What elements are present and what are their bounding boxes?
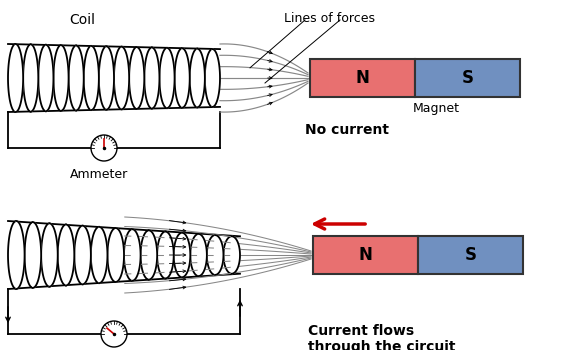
Polygon shape: [148, 230, 157, 280]
Polygon shape: [231, 236, 240, 274]
Text: Magnet: Magnet: [412, 102, 459, 115]
Polygon shape: [60, 45, 68, 111]
Polygon shape: [197, 234, 207, 276]
Bar: [313, 236, 418, 274]
Text: Lines of forces: Lines of forces: [284, 12, 375, 25]
Polygon shape: [32, 222, 41, 288]
Circle shape: [91, 135, 117, 161]
Polygon shape: [98, 227, 107, 283]
Polygon shape: [214, 235, 223, 275]
Bar: [415, 59, 520, 97]
Polygon shape: [45, 45, 53, 111]
Polygon shape: [136, 47, 144, 109]
Polygon shape: [16, 221, 25, 289]
Polygon shape: [164, 232, 174, 278]
Polygon shape: [196, 49, 205, 107]
Polygon shape: [75, 46, 84, 111]
Polygon shape: [166, 48, 174, 108]
Polygon shape: [181, 233, 190, 277]
Text: N: N: [358, 246, 373, 264]
Text: Coil: Coil: [69, 13, 95, 27]
Polygon shape: [82, 226, 91, 284]
Polygon shape: [105, 46, 114, 110]
Circle shape: [101, 321, 127, 347]
Polygon shape: [131, 229, 141, 281]
Text: N: N: [356, 69, 370, 87]
Polygon shape: [121, 47, 129, 109]
Text: Ammeter: Ammeter: [70, 168, 128, 181]
Polygon shape: [115, 228, 124, 282]
Polygon shape: [181, 48, 190, 108]
Text: No current: No current: [305, 123, 389, 137]
Text: S: S: [465, 246, 476, 264]
Polygon shape: [15, 44, 23, 112]
Polygon shape: [90, 46, 99, 110]
Bar: [310, 59, 415, 97]
Polygon shape: [30, 44, 38, 112]
Bar: [418, 236, 523, 274]
Polygon shape: [65, 225, 74, 286]
Text: Current flows
through the circuit: Current flows through the circuit: [308, 324, 456, 350]
Polygon shape: [211, 49, 220, 107]
Polygon shape: [151, 48, 159, 108]
Text: S: S: [462, 69, 473, 87]
Polygon shape: [49, 223, 58, 287]
